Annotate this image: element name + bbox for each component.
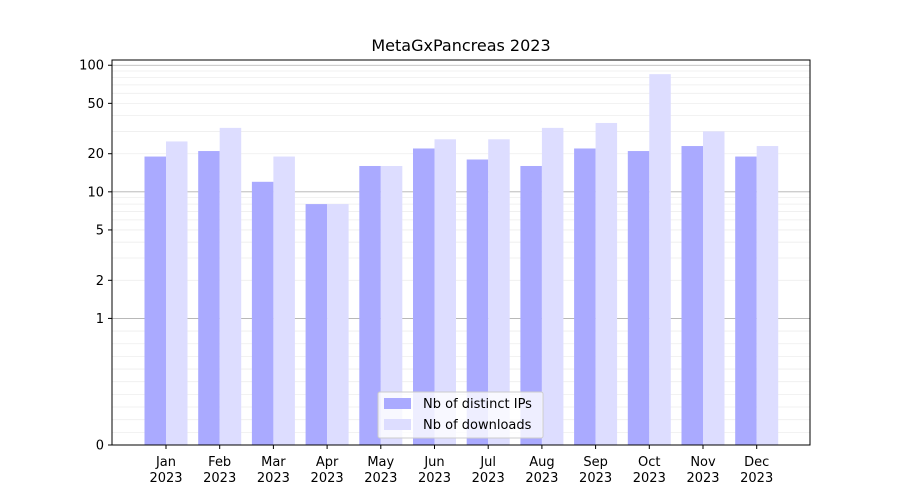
bar-distinct-ips-mar bbox=[251, 181, 274, 446]
x-tick-label: Aug bbox=[529, 455, 554, 470]
bar-downloads-oct bbox=[649, 74, 671, 446]
x-tick-label: 2023 bbox=[579, 471, 612, 486]
x-tick-label: 2023 bbox=[740, 471, 773, 486]
bar-downloads-feb bbox=[219, 127, 242, 445]
x-tick-label: 2023 bbox=[418, 471, 451, 486]
x-tick-label: 2023 bbox=[472, 471, 505, 486]
y-tick-label: 20 bbox=[87, 147, 104, 162]
bar-downloads-may bbox=[380, 165, 403, 446]
legend-box bbox=[377, 391, 544, 439]
x-tick-label: 2023 bbox=[525, 471, 558, 486]
bar-downloads-dec bbox=[756, 146, 779, 446]
y-tick-label: 2 bbox=[96, 274, 104, 289]
legend-swatch-downloads bbox=[384, 419, 411, 430]
x-tick-label: 2023 bbox=[257, 471, 290, 486]
bar-downloads-jan bbox=[166, 141, 188, 445]
y-tick-label: 0 bbox=[96, 439, 104, 454]
bar-distinct-ips-jan bbox=[144, 156, 166, 446]
bar-downloads-aug bbox=[541, 127, 564, 445]
x-tick-label: 2023 bbox=[203, 471, 236, 486]
bar-downloads-jul bbox=[488, 139, 510, 446]
legend: Nb of distinct IPs Nb of downloads bbox=[377, 391, 544, 439]
x-tick-label: 2023 bbox=[364, 471, 397, 486]
bar-downloads-jun bbox=[434, 139, 456, 446]
bar-distinct-ips-feb bbox=[198, 151, 220, 446]
x-tick-label: 2023 bbox=[149, 471, 182, 486]
x-tick-label: 2023 bbox=[311, 471, 344, 486]
legend-swatch-distinct-ips bbox=[384, 398, 411, 409]
y-tick-label: 100 bbox=[79, 59, 104, 74]
x-tick-label: Nov bbox=[690, 455, 716, 470]
plot-frame bbox=[111, 59, 811, 446]
bar-downloads-apr bbox=[327, 204, 349, 445]
x-tick-label: Oct bbox=[638, 455, 660, 470]
x-tick-label: Mar bbox=[261, 455, 286, 470]
x-tick-label: Jul bbox=[479, 455, 496, 470]
x-tick-label: Jan bbox=[155, 455, 176, 470]
y-tick-label: 10 bbox=[87, 185, 104, 200]
bar-distinct-ips-nov bbox=[681, 146, 703, 446]
bar-distinct-ips-apr bbox=[305, 204, 328, 445]
bars bbox=[144, 74, 779, 446]
x-tick-label: 2023 bbox=[686, 471, 719, 486]
bar-distinct-ips-jun bbox=[413, 148, 435, 446]
bar-distinct-ips-jul bbox=[466, 159, 489, 445]
legend-label-downloads: Nb of downloads bbox=[423, 418, 532, 433]
x-tick-label: Dec bbox=[744, 455, 769, 470]
x-tick-label: May bbox=[367, 455, 394, 470]
bar-downloads-sep bbox=[595, 122, 618, 445]
bar-distinct-ips-aug bbox=[520, 165, 542, 446]
bar-distinct-ips-may bbox=[359, 165, 381, 446]
bar-downloads-mar bbox=[273, 156, 295, 446]
chart-title: MetaGxPancreas 2023 bbox=[371, 36, 550, 55]
x-axis: Jan2023Feb2023Mar2023Apr2023May2023Jun20… bbox=[149, 445, 773, 486]
x-tick-label: Apr bbox=[316, 455, 339, 470]
bar-distinct-ips-oct bbox=[627, 151, 650, 446]
y-axis: 0 1 2 5 10 20 50 100 bbox=[79, 59, 112, 454]
x-tick-label: Feb bbox=[208, 455, 231, 470]
y-tick-label: 1 bbox=[96, 312, 104, 327]
y-tick-label: 5 bbox=[96, 223, 104, 238]
bar-distinct-ips-sep bbox=[574, 148, 596, 446]
x-tick-label: 2023 bbox=[633, 471, 666, 486]
x-tick-label: Sep bbox=[583, 455, 608, 470]
y-tick-label: 50 bbox=[87, 97, 104, 112]
x-tick-label: Jun bbox=[423, 455, 444, 470]
legend-label-distinct-ips: Nb of distinct IPs bbox=[423, 397, 532, 412]
bar-distinct-ips-dec bbox=[735, 156, 757, 446]
bar-downloads-nov bbox=[703, 131, 725, 445]
